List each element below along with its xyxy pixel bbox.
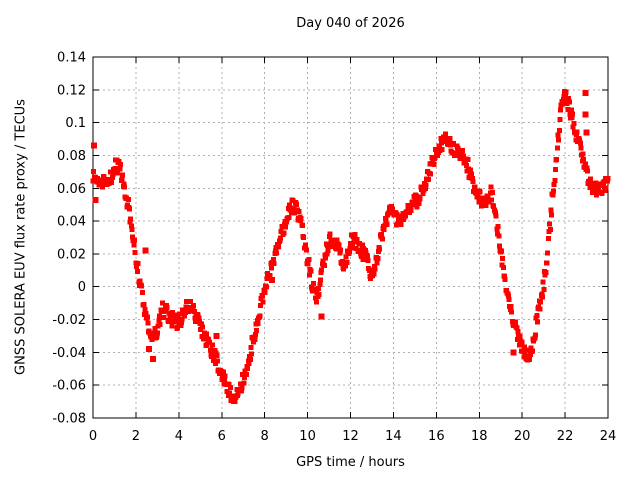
x-tick-label: 0: [89, 429, 97, 444]
x-tick-label: 8: [261, 429, 269, 444]
y-tick-label: -0.06: [52, 379, 86, 394]
x-tick-label: 12: [342, 429, 359, 444]
x-tick-label: 6: [218, 429, 226, 444]
x-tick-label: 18: [471, 429, 488, 444]
x-tick-label: 16: [428, 429, 445, 444]
x-tick-label: 22: [557, 429, 574, 444]
y-tick-label: -0.02: [52, 313, 86, 328]
x-tick-label: 4: [175, 429, 183, 444]
y-tick-label: 0.14: [57, 51, 86, 66]
y-tick-label: 0.12: [57, 83, 86, 98]
y-tick-label: 0.02: [57, 247, 86, 262]
x-tick-label: 2: [132, 429, 140, 444]
x-tick-label: 20: [514, 429, 531, 444]
y-tick-label: -0.04: [52, 346, 86, 361]
y-tick-label: -0.08: [52, 412, 86, 427]
x-axis-label: GPS time / hours: [296, 455, 405, 470]
x-tick-label: 10: [299, 429, 316, 444]
x-tick-label: 24: [600, 429, 617, 444]
y-tick-label: 0.06: [57, 182, 86, 197]
x-tick-label: 14: [385, 429, 402, 444]
y-tick-label: 0.1: [65, 116, 86, 131]
data-series: [90, 88, 611, 405]
y-tick-label: 0: [78, 280, 86, 295]
chart-title: Day 040 of 2026: [296, 16, 405, 31]
y-tick-label: 0.04: [57, 215, 86, 230]
y-tick-label: 0.08: [57, 149, 86, 164]
